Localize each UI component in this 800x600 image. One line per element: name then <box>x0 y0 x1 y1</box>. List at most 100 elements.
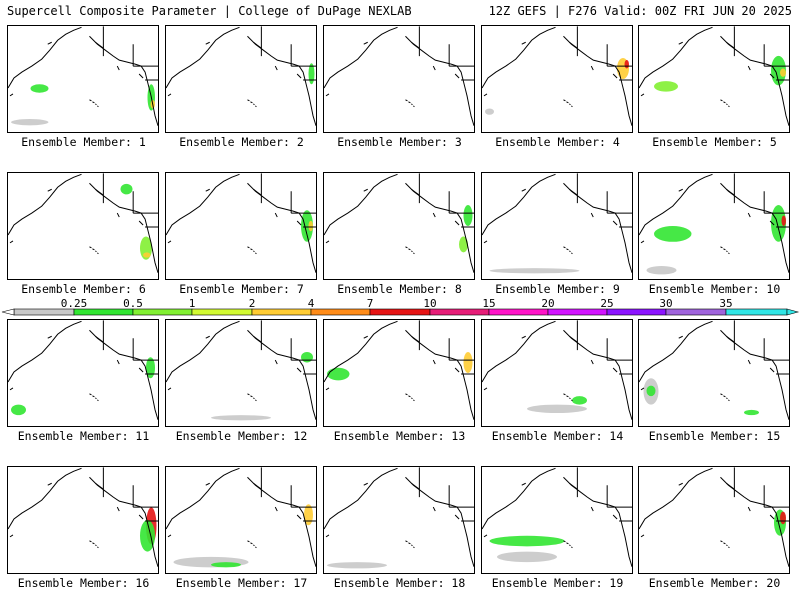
hawaii <box>405 99 415 108</box>
colorbar-segment <box>606 308 667 316</box>
scp-field-trace <box>327 562 387 569</box>
scp-field-high <box>463 351 473 373</box>
hawaii <box>563 540 573 549</box>
colorbar-tick-label: 0.5 <box>123 297 143 310</box>
scp-field-trace <box>489 268 580 274</box>
borders <box>260 26 316 81</box>
islands <box>483 482 618 538</box>
ensemble-map-8 <box>323 172 475 280</box>
scp-field-trace <box>497 551 557 563</box>
borders <box>102 173 158 228</box>
colorbar-tick-label: 7 <box>367 297 374 310</box>
colorbar-right-arrow <box>786 308 800 316</box>
colorbar-segment <box>191 308 253 316</box>
ensemble-map-17 <box>165 466 317 574</box>
ensemble-map-3 <box>323 25 475 133</box>
colorbar-segment <box>547 308 608 316</box>
scp-field-high <box>308 220 313 232</box>
borders <box>102 467 158 522</box>
scp-field-trace <box>211 415 271 421</box>
ensemble-map-10 <box>638 172 790 280</box>
islands <box>483 188 618 244</box>
ensemble-member-label: Ensemble Member: 13 <box>333 429 466 443</box>
ensemble-member-label: Ensemble Member: 12 <box>175 429 308 443</box>
colorbar-tick-label: 10 <box>423 297 436 310</box>
colorbar-segment <box>488 308 549 316</box>
coastline <box>639 26 789 126</box>
colorbar-segment <box>251 308 312 316</box>
hawaii <box>89 540 99 549</box>
ensemble-member-label: Ensemble Member: 8 <box>337 282 462 296</box>
scp-field-low <box>146 357 155 379</box>
ensemble-member-label: Ensemble Member: 9 <box>495 282 620 296</box>
islands <box>325 482 460 538</box>
scp-field-mid <box>654 81 678 92</box>
ensemble-map-9 <box>481 172 633 280</box>
coastline <box>8 173 158 273</box>
coastline <box>482 467 632 567</box>
scp-field-low <box>211 562 241 568</box>
borders <box>733 467 789 522</box>
ensemble-member-label: Ensemble Member: 2 <box>179 135 304 149</box>
color-scale-legend: 0.25 0.5 1 2 4 7 10 15 20 25 30 35 <box>1 297 800 316</box>
ensemble-map-20 <box>638 466 790 574</box>
islands <box>640 335 775 391</box>
borders <box>576 173 632 228</box>
borders <box>576 26 632 81</box>
coastline <box>639 467 789 567</box>
colorbar-segment <box>310 308 371 316</box>
coastline <box>482 173 632 273</box>
colorbar-tick-label: 1 <box>189 297 196 310</box>
coastline <box>324 26 474 126</box>
hawaii <box>89 246 99 255</box>
scp-field-low <box>308 63 315 85</box>
scp-field-high <box>304 504 313 526</box>
islands <box>640 188 775 244</box>
ensemble-member-label: Ensemble Member: 6 <box>21 282 146 296</box>
colorbar-tick-label: 20 <box>541 297 554 310</box>
ensemble-member-label: Ensemble Member: 1 <box>21 135 146 149</box>
scp-field-extreme <box>780 511 786 525</box>
ensemble-member-label: Ensemble Member: 11 <box>17 429 150 443</box>
hawaii <box>720 99 730 108</box>
coastline <box>482 26 632 126</box>
coastline <box>639 320 789 420</box>
hawaii <box>720 246 730 255</box>
scp-field-low <box>646 385 656 397</box>
coastline <box>166 320 316 420</box>
scp-field-low <box>654 226 692 242</box>
colorbar-tick-label: 35 <box>719 297 732 310</box>
coastline <box>324 467 474 567</box>
colorbar-tick-label: 30 <box>659 297 672 310</box>
colorbar-tick-label: 0.25 <box>61 297 88 310</box>
islands <box>640 482 775 538</box>
ensemble-map-19 <box>481 466 633 574</box>
ensemble-member-label: Ensemble Member: 15 <box>648 429 781 443</box>
ensemble-map-11 <box>7 319 159 427</box>
borders <box>102 320 158 375</box>
colorbar-tick-label: 4 <box>308 297 315 310</box>
hawaii <box>247 246 257 255</box>
scp-field-trace <box>646 266 677 275</box>
colorbar-tick-label: 25 <box>600 297 613 310</box>
islands <box>167 335 302 391</box>
scp-field-mid <box>459 236 468 253</box>
borders <box>733 173 789 228</box>
ensemble-map-15 <box>638 319 790 427</box>
ensemble-member-label: Ensemble Member: 10 <box>648 282 781 296</box>
scp-field-low <box>489 535 565 547</box>
islands <box>640 41 775 97</box>
borders <box>576 320 632 375</box>
coastline <box>8 467 158 567</box>
islands <box>325 41 460 97</box>
scp-field-low <box>301 210 313 242</box>
scp-field-high <box>780 68 786 77</box>
colorbar-segment <box>429 308 490 316</box>
scp-field-low <box>139 520 155 552</box>
hawaii <box>405 540 415 549</box>
borders <box>418 173 474 228</box>
borders <box>260 467 316 522</box>
scp-field-low <box>744 409 759 416</box>
run-info: 12Z GEFS | F276 Valid: 00Z FRI JUN 20 20… <box>488 4 792 18</box>
ensemble-map-2 <box>165 25 317 133</box>
